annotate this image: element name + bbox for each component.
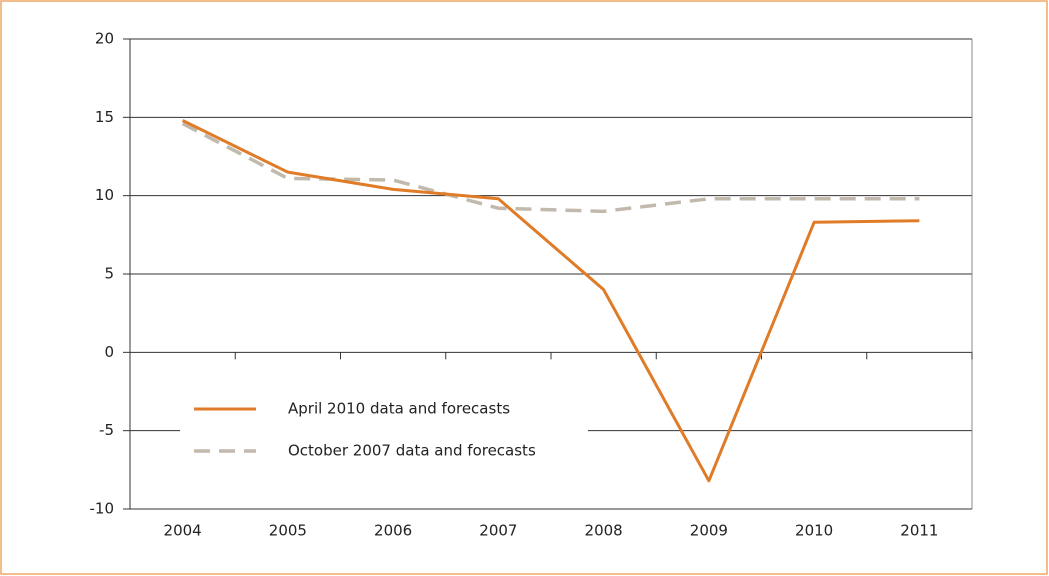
y-tick-label: 5 <box>104 265 114 283</box>
x-tick-label: 2004 <box>164 522 202 540</box>
x-tick-label: 2010 <box>795 522 833 540</box>
y-tick-label: 15 <box>95 108 114 126</box>
series-line <box>181 119 920 483</box>
y-tick-label: -5 <box>99 421 114 439</box>
y-tick-label: -10 <box>90 500 115 518</box>
y-tick-label: 0 <box>104 343 114 361</box>
legend-label: October 2007 data and forecasts <box>288 442 536 460</box>
y-tick-label: 20 <box>95 30 114 48</box>
x-tick-label: 2008 <box>585 522 623 540</box>
legend-label: April 2010 data and forecasts <box>288 400 510 418</box>
x-tick-label: 2005 <box>269 522 307 540</box>
y-tick-label: 10 <box>95 186 114 204</box>
x-tick-label: 2006 <box>374 522 412 540</box>
x-tick-label: 2009 <box>690 522 728 540</box>
x-tick-label: 2007 <box>479 522 517 540</box>
series-line <box>181 122 920 214</box>
x-tick-label: 2011 <box>900 522 938 540</box>
